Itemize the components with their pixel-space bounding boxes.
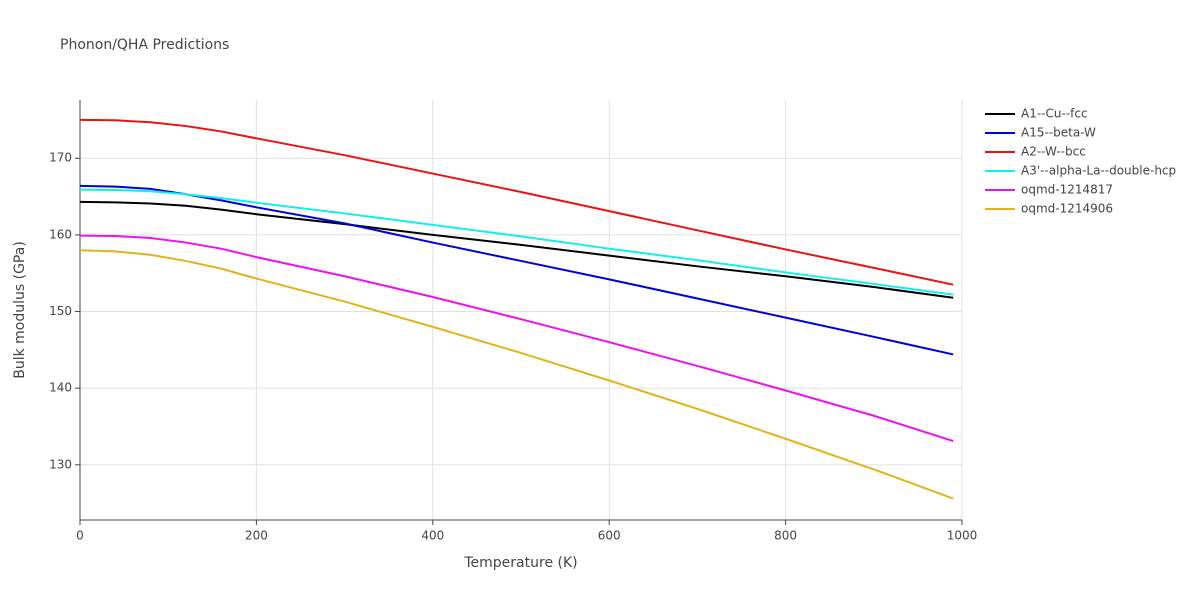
series-line — [79, 118, 954, 286]
series-line — [79, 234, 954, 443]
y-axis-title: Bulk modulus (GPa) — [12, 241, 28, 379]
y-tick-label: 150 — [49, 304, 72, 318]
y-tick-label: 160 — [49, 227, 72, 241]
legend-label[interactable]: A3'--alpha-La--double-hcp — [1021, 164, 1176, 178]
x-axis-title: Temperature (K) — [463, 555, 577, 571]
series-line — [79, 200, 954, 299]
x-tick-label: 200 — [245, 529, 268, 543]
series-line — [79, 249, 954, 500]
y-tick-label: 130 — [49, 457, 72, 471]
x-tick-label: 1000 — [947, 529, 978, 543]
x-tick-label: 800 — [774, 529, 797, 543]
series-line — [79, 188, 954, 296]
legend-label[interactable]: A15--beta-W — [1021, 126, 1096, 140]
y-tick-label: 170 — [49, 151, 72, 165]
legend-label[interactable]: A2--W--bcc — [1021, 145, 1086, 159]
x-tick-label: 600 — [598, 529, 621, 543]
legend-label[interactable]: A1--Cu--fcc — [1021, 107, 1088, 121]
x-tick-label: 0 — [76, 529, 84, 543]
legend-label[interactable]: oqmd-1214906 — [1021, 202, 1113, 216]
series-line — [79, 184, 954, 356]
chart-title: Phonon/QHA Predictions — [60, 37, 229, 53]
x-tick-label: 400 — [421, 529, 444, 543]
legend-label[interactable]: oqmd-1214817 — [1021, 183, 1113, 197]
y-tick-label: 140 — [49, 381, 72, 395]
